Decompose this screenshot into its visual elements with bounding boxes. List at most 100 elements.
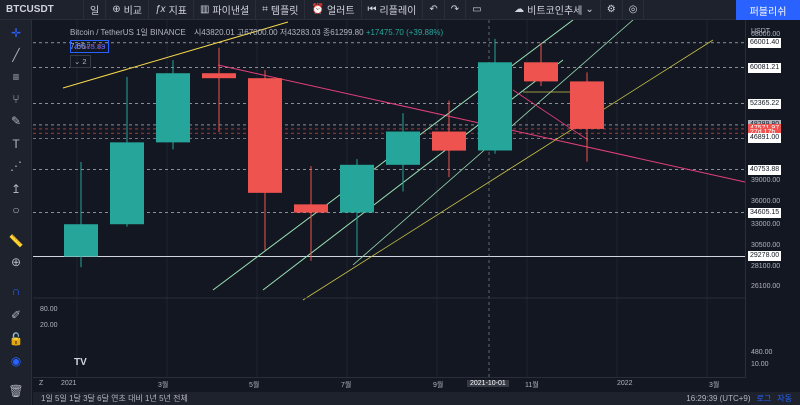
price-tick-label: 39000.00: [751, 177, 781, 185]
replay-icon: ⏮: [367, 4, 377, 15]
layout-name-label: 비트코인추세: [527, 6, 583, 17]
candle-body: [248, 78, 282, 193]
time-tick-label: 2021-10-01: [467, 380, 509, 387]
ohlc-low: 저43283.03: [279, 28, 321, 37]
chart-legend: Bitcoin / TetherUS 1일 BINANCE 시43820.01 …: [70, 27, 444, 68]
candle-body: [64, 224, 98, 257]
bar-chart-icon: ▥: [199, 4, 210, 15]
indicators-button[interactable]: ƒx 지표: [149, 0, 194, 20]
zoom-in-icon[interactable]: ⊕: [10, 255, 22, 269]
candle-body: [202, 73, 236, 79]
time-tick-label: 5월: [249, 382, 260, 389]
templates-button[interactable]: ⌗ 템플릿: [256, 0, 306, 20]
templates-label: 템플릿: [270, 6, 299, 17]
brush-icon[interactable]: ✎: [10, 114, 22, 128]
time-tick-label: 9월: [433, 382, 444, 389]
indicators-collapse-button[interactable]: ⌄ 2: [70, 55, 91, 68]
alert-label: 얼러트: [326, 6, 355, 17]
price-tick-label: 36000.00: [751, 198, 781, 206]
replay-label: 리플레이: [379, 6, 417, 17]
candle-body: [478, 62, 512, 151]
compare-button[interactable]: ⊕ 비교: [106, 0, 149, 20]
indicator-left-value-2: 20.00: [40, 322, 58, 329]
layout-name-button[interactable]: ☁ 비트코인추세 ⌄: [508, 0, 601, 20]
templates-icon: ⌗: [262, 4, 268, 15]
circle-icon[interactable]: ○: [12, 203, 20, 217]
currency-label: USDT: [751, 28, 771, 35]
price-level-tag: 60081.21: [748, 62, 782, 73]
time-tick-label: 2021: [61, 380, 77, 387]
price-tick-label: 26100.00: [751, 282, 781, 290]
candle-body: [432, 131, 466, 151]
time-tick-label: 7월: [341, 382, 352, 389]
undo-icon: ↶: [429, 4, 438, 15]
ohlc-change: +17475.70 (+39.88%): [365, 28, 444, 37]
chevron-down-icon: ⌄: [585, 4, 594, 15]
interval-button[interactable]: 일: [84, 0, 107, 20]
alert-button[interactable]: ⏰ 얼러트: [305, 0, 362, 20]
buy-price[interactable]: 47583.49: [70, 40, 110, 53]
settings-button[interactable]: ⚙: [601, 0, 623, 20]
publish-button[interactable]: 퍼블리쉬: [736, 0, 800, 20]
log-scale-toggle[interactable]: 로그: [756, 394, 772, 403]
price-level-tag: 40753.88: [748, 164, 782, 175]
yellow-channel-line: [302, 39, 714, 301]
fullscreen-toggle[interactable]: ▭: [466, 0, 508, 20]
collapsed-count: 2: [82, 57, 87, 66]
snapshot-button[interactable]: ◎: [623, 0, 645, 20]
tradingview-logo: TV: [74, 357, 87, 368]
crosshair-icon[interactable]: ✛: [10, 26, 22, 40]
magnet-icon[interactable]: ∩: [11, 284, 21, 298]
candle-body: [110, 142, 144, 225]
lock-icon[interactable]: 🔓: [8, 332, 24, 346]
camera-icon: ◎: [628, 4, 638, 15]
trend-line-icon[interactable]: ╱: [12, 48, 20, 62]
candle-body: [386, 131, 420, 165]
text-icon[interactable]: T: [12, 137, 20, 151]
candle-body: [340, 164, 374, 213]
zoom-reset-icon[interactable]: Z: [39, 380, 44, 387]
bottom-bar: 1일 5일 1달 3달 6달 연초 대비 1년 5년 전체 16:29:39 (…: [33, 392, 800, 405]
time-tick-label: 2022: [617, 380, 633, 387]
ruler-icon[interactable]: 📏: [8, 234, 24, 248]
ohlc-high: 고67000.00: [236, 28, 278, 37]
projection-line: [512, 89, 589, 141]
indicator-right-value-2: 10.00: [751, 361, 769, 368]
plus-circle-icon: ⊕: [112, 4, 121, 15]
ohlc-close: 종61299.80: [322, 28, 364, 37]
price-level-tag: 27d 17h: [748, 128, 778, 139]
financials-button[interactable]: ▥ 파이낸셜: [194, 0, 257, 20]
gear-icon: ⚙: [606, 4, 616, 15]
time-tick-label: 3월: [158, 382, 169, 389]
replay-button[interactable]: ⏮ 리플레이: [362, 0, 424, 20]
fork-icon[interactable]: ⑂: [12, 92, 20, 106]
price-axis[interactable]: USDT 68000.00 39000.00 36000.00 33000.00 305…: [745, 20, 800, 378]
price-tick-label: 33000.00: [751, 221, 781, 229]
indicator-left-value: 80.00: [40, 306, 58, 313]
prediction-icon[interactable]: ↥: [10, 182, 22, 196]
date-range-buttons[interactable]: 1일 5일 1달 3달 6달 연초 대비 1년 5년 전체: [41, 394, 188, 403]
indicators-label: 지표: [168, 6, 187, 17]
price-tick-label: 68000.00: [751, 31, 781, 39]
price-level-tag: 52365.22: [748, 98, 782, 109]
candle-body: [570, 81, 604, 129]
price-level-tag: 29278.00: [748, 251, 782, 262]
function-icon: ƒx: [155, 4, 166, 15]
symbol-search-button[interactable]: BTCUSDT: [0, 0, 84, 20]
horizontal-lines-icon[interactable]: ≡: [12, 70, 20, 84]
spread-value: 7.66: [70, 42, 86, 51]
price-level-tag: 66001.40: [748, 37, 782, 48]
trash-icon[interactable]: 🗑: [8, 384, 24, 398]
price-chart[interactable]: [33, 20, 745, 378]
auto-scale-toggle[interactable]: 자동: [777, 394, 792, 403]
yellow-trend-line: [62, 21, 289, 89]
redo-button[interactable]: ↷: [445, 0, 467, 20]
time-axis[interactable]: Z 2021 3월 5월 7월 9월 2021-10-01 11월 2022 3월: [33, 377, 745, 391]
undo-button[interactable]: ↶: [423, 0, 445, 20]
green-channel-line-2: [262, 59, 564, 291]
eye-icon[interactable]: ◉: [10, 354, 22, 368]
lock-drawing-icon[interactable]: ✐: [10, 308, 22, 322]
candle-body: [156, 73, 190, 143]
ohlc-open: 시43820.01: [193, 28, 235, 37]
pattern-icon[interactable]: ⋰: [10, 159, 22, 173]
